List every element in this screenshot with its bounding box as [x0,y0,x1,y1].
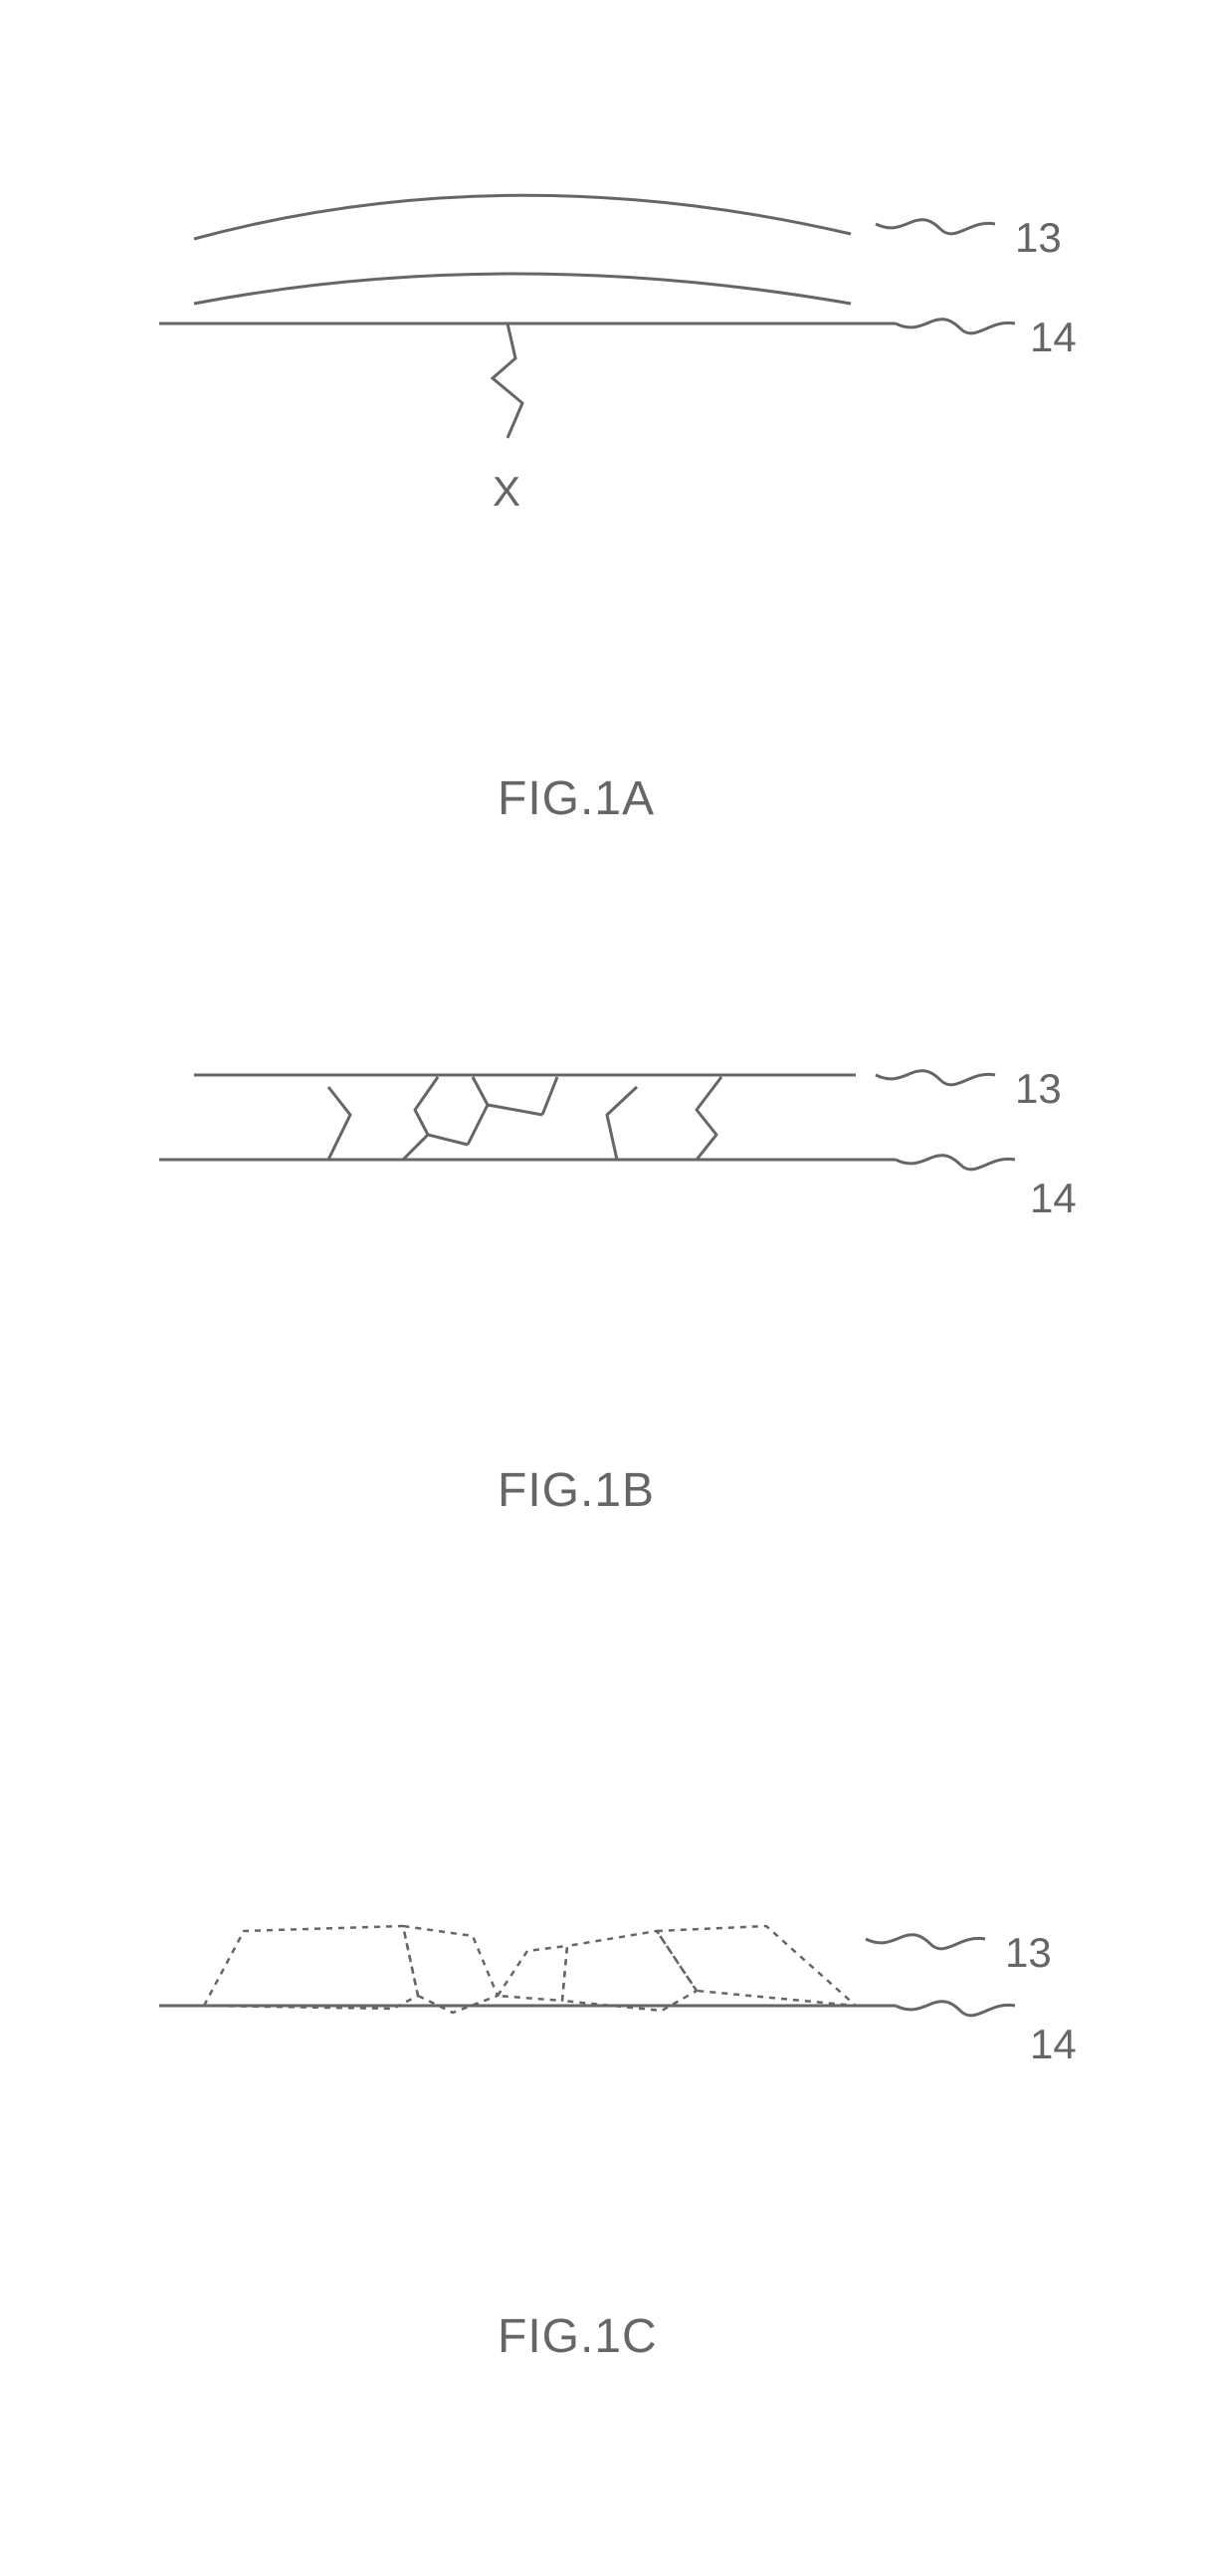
ref-label-13-b: 13 [1015,1065,1062,1113]
ref-label-13-c: 13 [1005,1929,1052,1977]
panel-fig-1a: 13 14 X FIG.1A [0,129,1216,478]
ref-label-14-a: 14 [1030,314,1077,361]
ref-label-14-c: 14 [1030,2021,1077,2068]
ref-label-x: X [493,468,520,516]
figure-page: 13 14 X FIG.1A 13 14 FIG.1B 13 14 FIG.1C [0,0,1216,2576]
diagram-1a [0,129,1216,478]
caption-fig-1a: FIG.1A [498,771,655,826]
caption-fig-1b: FIG.1B [498,1463,655,1518]
diagram-1c [0,1841,1216,2120]
ref-label-13-a: 13 [1015,214,1062,262]
panel-fig-1b: 13 14 FIG.1B [0,995,1216,1274]
diagram-1b [0,995,1216,1274]
ref-label-14-b: 14 [1030,1175,1077,1222]
caption-fig-1c: FIG.1C [498,2309,658,2364]
panel-fig-1c: 13 14 FIG.1C [0,1841,1216,2120]
